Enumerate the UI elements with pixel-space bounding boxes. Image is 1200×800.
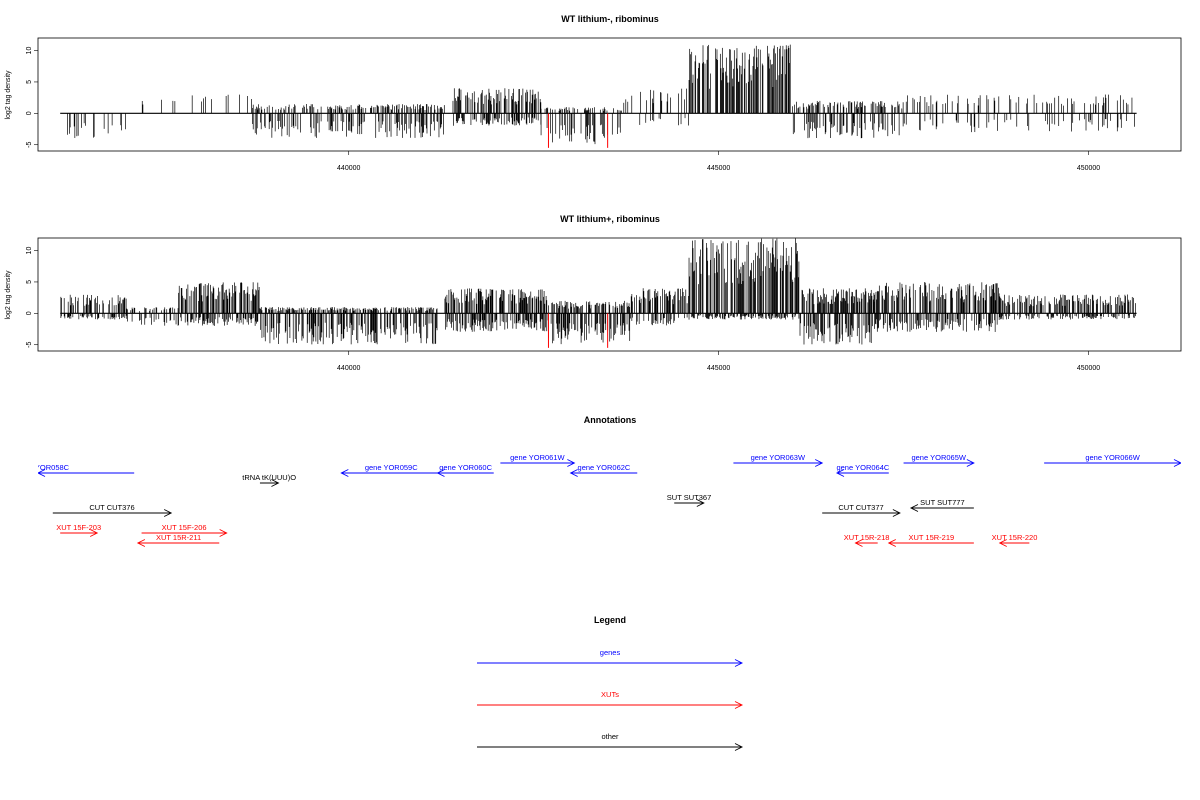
y-tick-label: 10 — [26, 47, 33, 55]
annotation-features: YOR058C gene YOR059C gene YOR060C gene YOR0… — [35, 453, 1181, 547]
annotation-xut: XUT 15R-219 — [887, 533, 974, 547]
feature-arrowhead — [835, 469, 845, 477]
legend-title: Legend — [594, 615, 626, 625]
annotation-gene: gene YOR066W — [1044, 453, 1181, 467]
feature-arrowhead — [734, 701, 744, 709]
annotation-gene: gene YOR063W — [733, 453, 824, 467]
x-tick-label: 445000 — [707, 165, 730, 172]
feature-arrowhead — [814, 459, 824, 467]
legend: Legend genes XUTs other — [477, 615, 744, 751]
legend-item-gene: genes — [477, 648, 744, 667]
panel-title: WT lithium-, ribominus — [561, 14, 659, 24]
annotation-gene: gene YOR065W — [903, 453, 975, 467]
feature-arrowhead — [854, 539, 863, 547]
feature-arrowhead — [436, 469, 445, 477]
panel-lithium-minus: WT lithium-, ribominus log2 tag density … — [5, 14, 1182, 172]
feature-arrowhead — [567, 459, 576, 467]
annotation-gene: gene YOR059C — [340, 463, 442, 477]
y-tick-label: -5 — [26, 342, 33, 348]
legend-item-other: other — [477, 732, 744, 751]
x-tick-label: 445000 — [707, 365, 730, 372]
annotation-label: gene YOR060C — [439, 463, 492, 472]
feature-arrowhead — [998, 539, 1007, 547]
annotation-other: CUT CUT376 — [52, 503, 173, 517]
annotation-label: XUT 15F-206 — [162, 523, 207, 532]
signal-bars — [60, 238, 1136, 345]
annotation-other: tRNA tK(UUU)O — [242, 473, 296, 487]
annotation-xut: XUT 15F-203 — [56, 523, 101, 537]
x-tick-label: 440000 — [337, 165, 360, 172]
annotation-gene: gene YOR062C — [569, 463, 638, 477]
annotation-label: gene YOR066W — [1085, 453, 1140, 462]
feature-arrowhead — [1173, 459, 1181, 467]
annotation-label: XUT 15F-203 — [56, 523, 101, 532]
annotation-label: CUT CUT377 — [838, 503, 883, 512]
feature-arrowhead — [696, 499, 705, 507]
feature-arrowhead — [340, 469, 349, 477]
legend-label: other — [601, 732, 619, 741]
feature-arrowhead — [219, 529, 228, 537]
annotation-label: XUT 15R-219 — [908, 533, 954, 542]
annotation-gene: gene YOR060C — [436, 463, 494, 477]
feature-arrowhead — [163, 509, 173, 517]
annotation-other: SUT SUT367 — [667, 493, 711, 507]
feature-arrowhead — [734, 743, 744, 751]
annotations-track: Annotations YOR058C gene YOR059C gene YOR0… — [35, 415, 1181, 547]
y-axis-label: log2 tag density — [5, 270, 12, 320]
feature-arrowhead — [887, 539, 896, 547]
annotation-xut: XUT 15R-220 — [992, 533, 1038, 547]
annotation-label: YOR058C — [35, 463, 70, 472]
feature-arrowhead — [966, 459, 975, 467]
annotation-label: gene YOR059C — [365, 463, 418, 472]
annotation-xut: XUT 15F-206 — [141, 523, 228, 537]
annotation-gene: gene YOR064C — [835, 463, 890, 477]
y-tick-label: 0 — [26, 111, 33, 115]
annotation-label: gene YOR061W — [510, 453, 565, 462]
annotation-label: SUT SUT367 — [667, 493, 711, 502]
feature-arrowhead — [909, 504, 919, 512]
annotation-gene: gene YOR061W — [500, 453, 576, 467]
legend-label: genes — [600, 648, 621, 657]
annotation-xut: XUT 15R-218 — [844, 533, 890, 547]
x-tick-label: 440000 — [337, 365, 360, 372]
panel-lithium-plus: WT lithium+, ribominus log2 tag density … — [5, 214, 1182, 372]
annotation-label: tRNA tK(UUU)O — [242, 473, 296, 482]
annotation-xut: XUT 15R-211 — [136, 533, 220, 547]
legend-label: XUTs — [601, 690, 619, 699]
panel-title: WT lithium+, ribominus — [560, 214, 660, 224]
y-tick-label: -5 — [26, 142, 33, 148]
annotation-label: gene YOR063W — [751, 453, 806, 462]
annotation-label: SUT SUT777 — [920, 498, 964, 507]
annotation-label: CUT CUT376 — [89, 503, 134, 512]
feature-arrowhead — [89, 529, 99, 537]
x-tick-label: 450000 — [1077, 365, 1100, 372]
feature-arrowhead — [136, 539, 146, 547]
annotation-label: gene YOR064C — [836, 463, 889, 472]
x-tick-label: 450000 — [1077, 165, 1100, 172]
annotation-other: SUT SUT777 — [909, 498, 974, 512]
feature-arrowhead — [892, 509, 901, 517]
annotation-label: XUT 15R-211 — [156, 533, 201, 542]
annotation-label: gene YOR065W — [911, 453, 966, 462]
feature-arrowhead — [271, 479, 280, 487]
plot-frame — [37, 37, 1182, 152]
signal-bars — [67, 44, 1135, 145]
legend-item-xut: XUTs — [477, 690, 744, 709]
annotation-other: CUT CUT377 — [822, 503, 901, 517]
y-axis-label: log2 tag density — [5, 70, 12, 120]
annotation-gene: YOR058C — [35, 463, 135, 477]
plot-frame — [37, 237, 1182, 352]
feature-arrowhead — [734, 659, 744, 667]
y-tick-label: 5 — [26, 80, 33, 84]
y-tick-label: 10 — [26, 247, 33, 255]
feature-arrowhead — [569, 469, 578, 477]
feature-arrowhead — [38, 469, 46, 477]
annotation-label: XUT 15R-218 — [844, 533, 890, 542]
annotation-label: gene YOR062C — [578, 463, 631, 472]
y-tick-label: 5 — [26, 280, 33, 284]
y-tick-label: 0 — [26, 311, 33, 315]
annotations-title: Annotations — [584, 415, 637, 425]
annotation-label: XUT 15R-220 — [992, 533, 1038, 542]
